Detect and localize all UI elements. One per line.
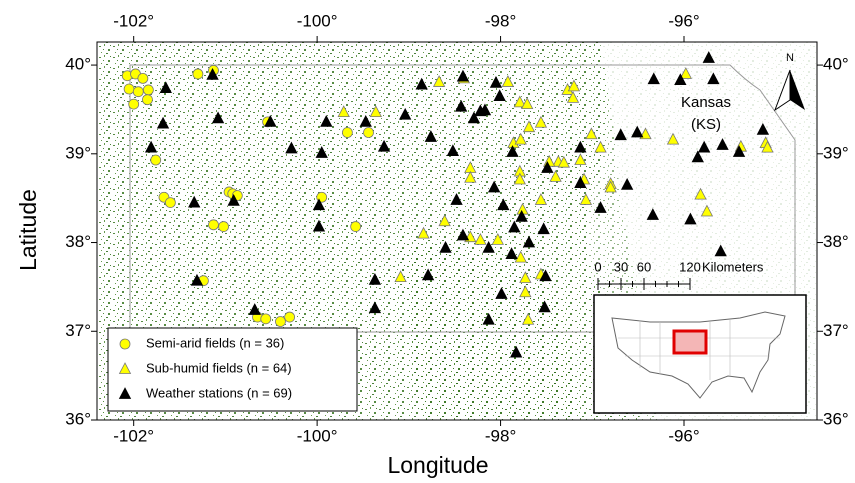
y-tick-label: 37° bbox=[65, 321, 91, 340]
y-tick-label-right: 36° bbox=[823, 409, 849, 428]
legend-label: Sub-humid fields (n = 64) bbox=[146, 360, 292, 375]
scale-label: 30 bbox=[614, 259, 628, 274]
y-tick-label-right: 40° bbox=[823, 55, 849, 74]
x-tick-label-top: -100° bbox=[297, 11, 338, 30]
x-tick-label: -100° bbox=[297, 426, 338, 445]
y-tick-label-right: 39° bbox=[823, 143, 849, 162]
point bbox=[219, 222, 229, 232]
point bbox=[261, 314, 271, 324]
point bbox=[275, 317, 285, 327]
point bbox=[193, 69, 203, 79]
y-tick-label: 38° bbox=[65, 232, 91, 251]
point bbox=[151, 155, 161, 165]
legend-marker bbox=[120, 339, 130, 349]
legend-label: Weather stations (n = 69) bbox=[146, 385, 292, 400]
point bbox=[138, 73, 148, 83]
point bbox=[351, 222, 361, 232]
state-label: Kansas bbox=[681, 94, 731, 111]
inset-map bbox=[594, 295, 806, 413]
point bbox=[129, 99, 139, 109]
y-axis-title: Latitude bbox=[15, 189, 41, 271]
north-label: N bbox=[786, 52, 794, 64]
map-figure: -102° -102° -100° -100° -98° -98° -96° -96° 36° 3… bbox=[0, 0, 855, 483]
scale-unit: Kilometers bbox=[702, 259, 764, 274]
x-tick-label: -98° bbox=[485, 426, 516, 445]
x-tick-label-top: -98° bbox=[485, 11, 516, 30]
y-tick-label: 40° bbox=[65, 55, 91, 74]
legend-label: Semi-arid fields (n = 36) bbox=[146, 335, 284, 350]
point bbox=[124, 84, 134, 94]
point bbox=[165, 198, 175, 208]
point bbox=[285, 312, 295, 322]
x-axis-title: Longitude bbox=[387, 452, 488, 478]
x-tick-label-top: -102° bbox=[113, 11, 154, 30]
x-tick-label: -96° bbox=[668, 426, 699, 445]
legend: Semi-arid fields (n = 36) Sub-humid field… bbox=[108, 328, 357, 411]
point bbox=[133, 87, 143, 97]
y-tick-label: 36° bbox=[65, 409, 91, 428]
x-tick-label: -102° bbox=[113, 426, 154, 445]
y-tick-label-right: 37° bbox=[823, 321, 849, 340]
scale-label: 120 bbox=[679, 259, 701, 274]
x-tick-label-top: -96° bbox=[668, 11, 699, 30]
point bbox=[342, 128, 352, 138]
point bbox=[363, 128, 373, 138]
point bbox=[208, 220, 218, 230]
scale-label: 60 bbox=[637, 259, 651, 274]
state-abbrev: (KS) bbox=[691, 116, 721, 133]
point bbox=[142, 95, 152, 105]
point bbox=[143, 85, 153, 95]
scale-label: 0 bbox=[594, 259, 601, 274]
y-tick-label-right: 38° bbox=[823, 232, 849, 251]
y-tick-label: 39° bbox=[65, 143, 91, 162]
